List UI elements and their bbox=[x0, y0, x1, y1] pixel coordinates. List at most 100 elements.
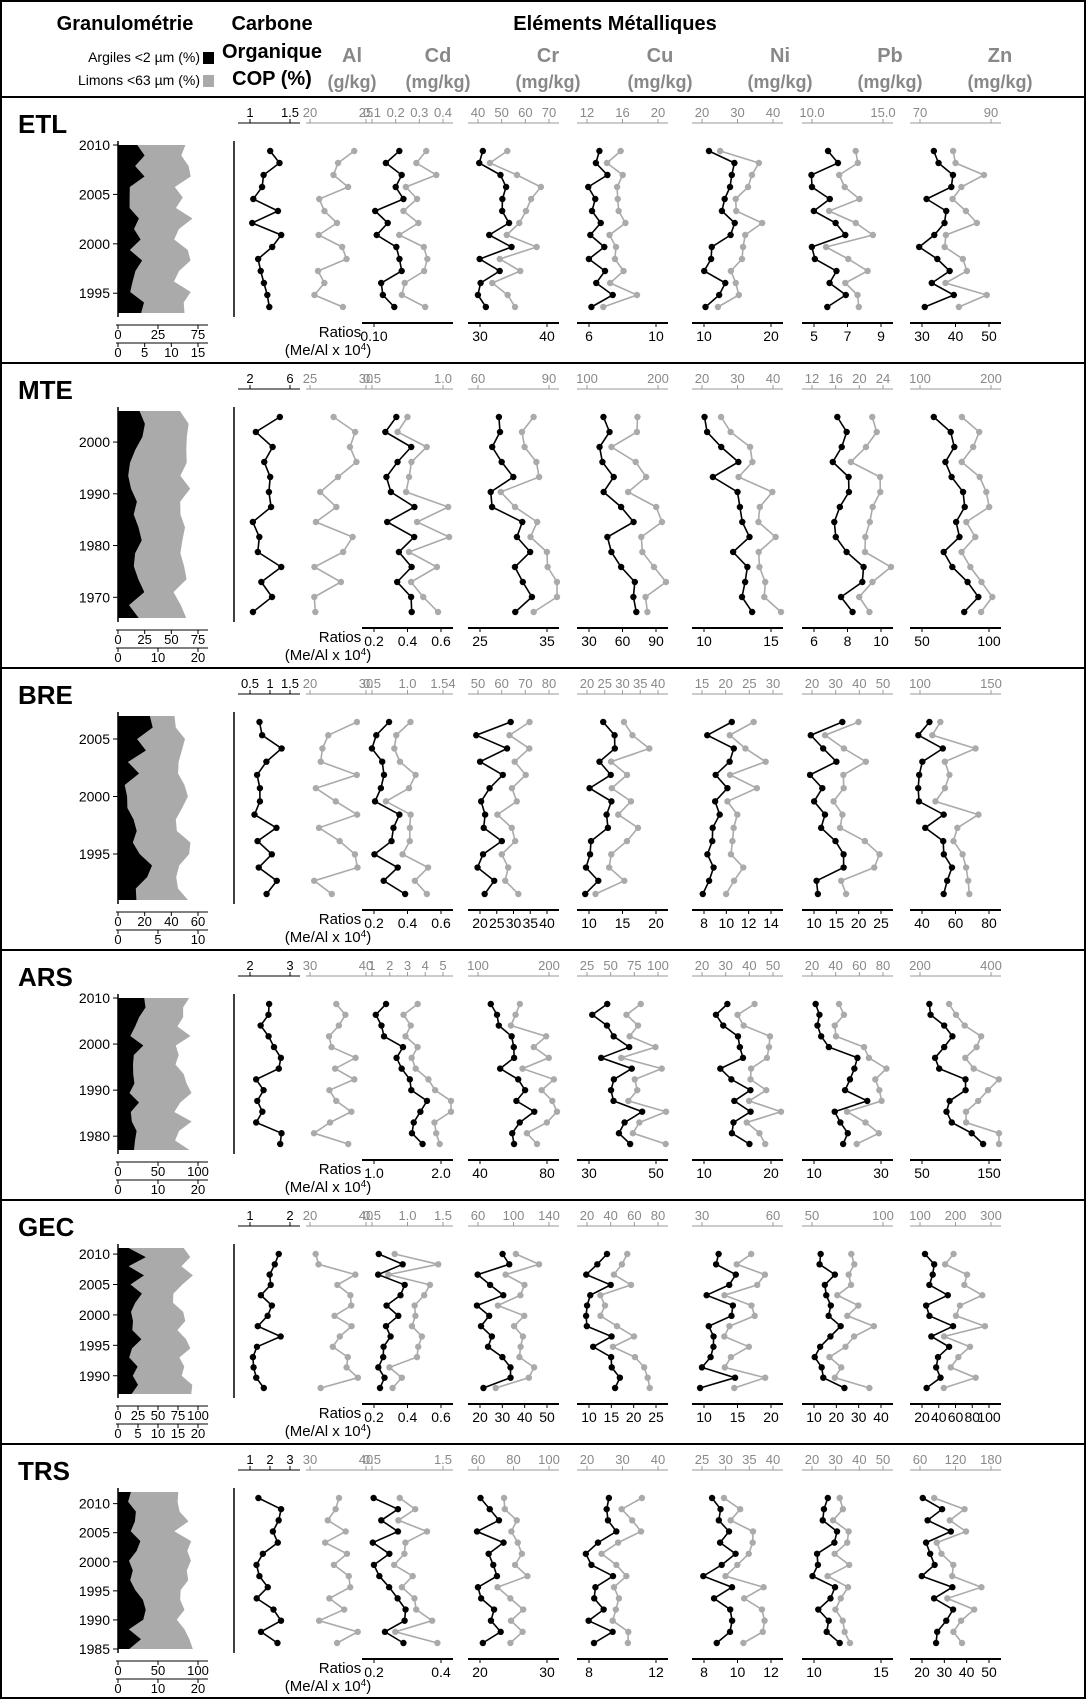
ratio-tick-label: 9 bbox=[877, 328, 885, 344]
concentration-point bbox=[832, 1606, 839, 1613]
al-point bbox=[333, 1000, 340, 1008]
ratio-point bbox=[832, 533, 839, 541]
granulo-tick-label: 0 bbox=[114, 914, 121, 929]
cop-point bbox=[256, 533, 263, 541]
concentration-point bbox=[431, 1086, 439, 1094]
concentration-point bbox=[533, 458, 540, 466]
concentration-point bbox=[854, 159, 862, 167]
header-carbone-1: Carbone bbox=[231, 13, 312, 35]
concentration-point bbox=[626, 1033, 633, 1040]
granulo-tick-label: 15 bbox=[171, 1426, 185, 1441]
concentration-line bbox=[943, 150, 990, 308]
ratio-point bbox=[833, 1528, 841, 1535]
al-point bbox=[319, 745, 326, 752]
concentration-point bbox=[995, 1140, 1003, 1148]
concentration-line bbox=[849, 416, 893, 613]
metal-column-cd: 0.5 1.00.2 0.4 0.6 bbox=[362, 371, 453, 649]
ratio-point bbox=[979, 1140, 987, 1148]
al-tick-label: 30 bbox=[359, 676, 373, 691]
ratio-point bbox=[721, 195, 728, 203]
conc-tick-label: 400 bbox=[980, 958, 1002, 973]
conc-tick-label: 1.54 bbox=[430, 676, 455, 691]
ratio-point bbox=[705, 877, 713, 884]
concentration-point bbox=[963, 1271, 971, 1278]
concentration-point bbox=[434, 1639, 441, 1647]
ratio-point bbox=[922, 824, 929, 832]
ratio-point bbox=[383, 1302, 390, 1309]
concentration-point bbox=[386, 1364, 393, 1371]
conc-tick-label: 20 bbox=[580, 676, 594, 691]
concentration-point bbox=[754, 1281, 761, 1289]
ratio-point bbox=[730, 745, 737, 752]
concentration-point bbox=[738, 255, 746, 263]
concentration-point bbox=[949, 195, 956, 203]
header-element-cu: Cu bbox=[647, 45, 674, 67]
al-tick-label: 30 bbox=[359, 371, 373, 386]
concentration-point bbox=[623, 837, 631, 845]
concentration-point bbox=[503, 231, 510, 239]
concentration-point bbox=[941, 243, 948, 251]
concentration-point bbox=[553, 593, 561, 601]
ratio-point bbox=[600, 718, 607, 726]
concentration-point bbox=[980, 171, 988, 179]
cop-point bbox=[253, 1595, 260, 1602]
concentration-point bbox=[420, 243, 427, 251]
conc-tick-label: 16 bbox=[828, 371, 842, 386]
ratio-point bbox=[600, 413, 607, 421]
concentration-point bbox=[414, 1043, 421, 1051]
ratio-point bbox=[480, 1384, 487, 1392]
ratio-point bbox=[371, 798, 379, 805]
ratio-point bbox=[712, 1261, 720, 1268]
ratio-point bbox=[860, 563, 867, 571]
granulo-tick-label: 10 bbox=[151, 1182, 165, 1197]
cop-tick-label: 2 bbox=[246, 371, 253, 386]
ratio-tick-label: 5 bbox=[810, 328, 818, 344]
ratio-tick-label: 10 bbox=[696, 1409, 712, 1425]
concentration-point bbox=[755, 518, 762, 526]
ratio-point bbox=[926, 1000, 933, 1008]
al-point bbox=[333, 219, 341, 227]
concentration-point bbox=[732, 195, 739, 203]
ratio-tick-label: 20 bbox=[472, 1664, 488, 1680]
ratio-point bbox=[417, 1108, 424, 1115]
concentration-point bbox=[962, 1108, 970, 1115]
al-point bbox=[332, 1505, 339, 1513]
concentration-point bbox=[961, 1022, 968, 1029]
concentration-point bbox=[633, 291, 641, 299]
concentration-point bbox=[435, 1261, 442, 1268]
ratio-point bbox=[846, 1076, 854, 1083]
concentration-point bbox=[949, 147, 957, 155]
cop-point bbox=[275, 1250, 282, 1258]
concentration-point bbox=[623, 1572, 630, 1580]
al-point bbox=[345, 1140, 352, 1148]
concentration-point bbox=[544, 563, 551, 571]
concentration-point bbox=[508, 1528, 515, 1535]
ratio-point bbox=[859, 578, 866, 586]
ratio-point bbox=[710, 864, 717, 871]
conc-tick-label: 0.5 bbox=[363, 676, 381, 691]
ratio-point bbox=[731, 1097, 738, 1105]
ratio-point bbox=[381, 1628, 389, 1636]
ratio-point bbox=[591, 1595, 598, 1602]
ratio-point bbox=[961, 503, 968, 511]
concentration-point bbox=[843, 1108, 851, 1115]
ratio-point bbox=[926, 718, 933, 726]
al-point bbox=[348, 1322, 355, 1330]
concentration-point bbox=[862, 443, 870, 451]
ratio-point bbox=[386, 1550, 393, 1557]
cop-point bbox=[264, 291, 271, 299]
ratio-point bbox=[487, 1000, 494, 1008]
al-point bbox=[315, 231, 322, 239]
concentration-point bbox=[640, 1364, 648, 1371]
concentration-point bbox=[762, 1140, 769, 1148]
cop-point bbox=[252, 428, 260, 436]
ratio-point bbox=[528, 593, 536, 601]
concentration-point bbox=[424, 255, 431, 263]
conc-tick-label: 100 bbox=[909, 371, 931, 386]
ratio-tick-label: 30 bbox=[937, 1664, 953, 1680]
ratio-point bbox=[582, 1550, 590, 1557]
concentration-point bbox=[632, 458, 639, 466]
cop-point bbox=[270, 1043, 278, 1051]
